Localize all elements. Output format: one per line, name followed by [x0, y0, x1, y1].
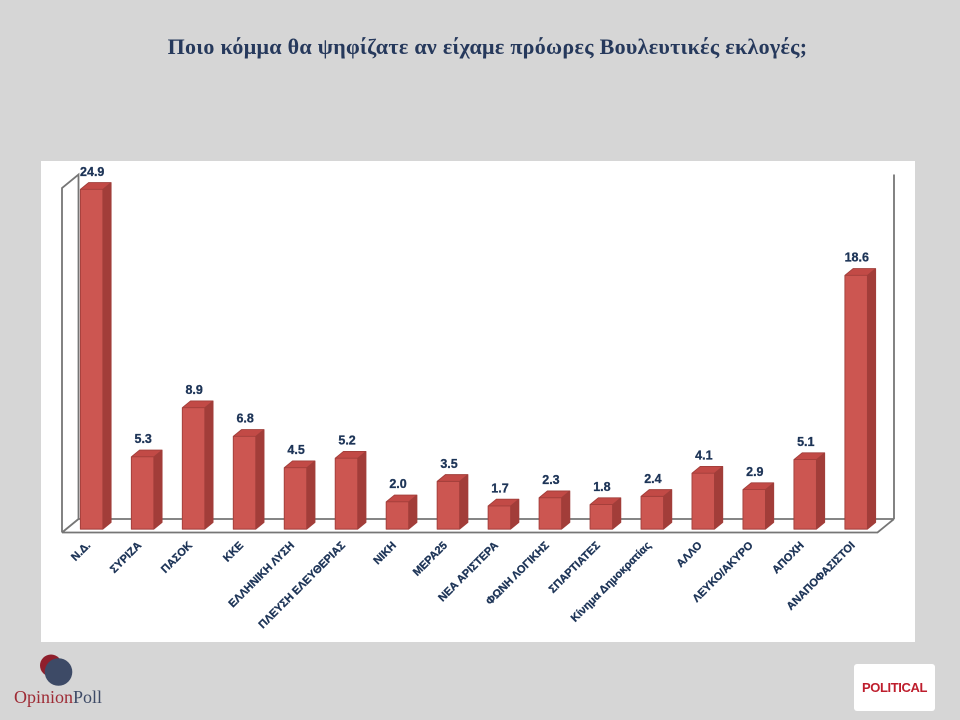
svg-text:ΜΕΡΑ25: ΜΕΡΑ25: [411, 540, 450, 579]
svg-text:2.9: 2.9: [746, 465, 763, 479]
svg-text:5.2: 5.2: [338, 434, 355, 448]
svg-text:4.5: 4.5: [287, 443, 304, 457]
svg-text:5.1: 5.1: [797, 435, 814, 449]
svg-text:2.4: 2.4: [644, 472, 661, 486]
svg-text:2.0: 2.0: [389, 477, 406, 491]
svg-text:ΠΑΣΟΚ: ΠΑΣΟΚ: [159, 540, 195, 576]
svg-text:ΣΥΡΙΖΑ: ΣΥΡΙΖΑ: [108, 540, 144, 576]
svg-text:18.6: 18.6: [845, 251, 869, 265]
svg-text:ΝΙΚΗ: ΝΙΚΗ: [371, 540, 399, 568]
svg-text:5.3: 5.3: [135, 432, 152, 446]
svg-text:ΚΚΕ: ΚΚΕ: [221, 540, 246, 565]
svg-text:ΑΛΛΟ: ΑΛΛΟ: [674, 539, 705, 570]
svg-text:6.8: 6.8: [236, 412, 253, 426]
svg-text:8.9: 8.9: [185, 383, 202, 397]
svg-text:2.3: 2.3: [542, 473, 559, 487]
svg-text:ΠΛΕΥΣΗ ΕΛΕΥΘΕΡΙΑΣ: ΠΛΕΥΣΗ ΕΛΕΥΘΕΡΙΑΣ: [257, 539, 349, 631]
svg-text:3.5: 3.5: [440, 457, 457, 471]
svg-text:1.8: 1.8: [593, 480, 610, 494]
svg-text:ΑΠΟΧΗ: ΑΠΟΧΗ: [770, 540, 807, 577]
svg-text:ΣΠΑΡΤΙΑΤΕΣ: ΣΠΑΡΤΙΑΤΕΣ: [547, 539, 603, 595]
svg-text:4.1: 4.1: [695, 449, 712, 463]
svg-text:1.7: 1.7: [491, 481, 508, 495]
svg-text:24.9: 24.9: [80, 165, 104, 179]
svg-text:Ν.Δ.: Ν.Δ.: [69, 540, 93, 564]
